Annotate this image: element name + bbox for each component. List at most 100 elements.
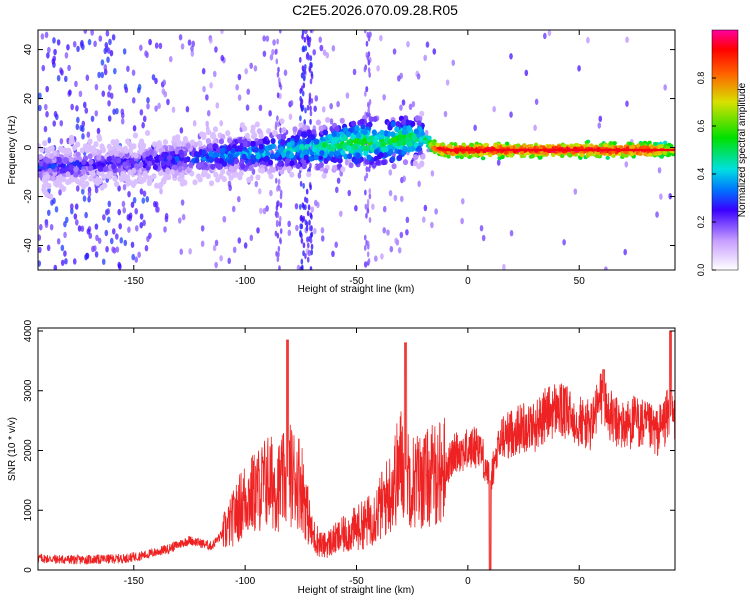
spectral-speckle [345,92,350,99]
spectral-speckle [142,115,147,123]
spectral-speckle [335,186,339,194]
spectral-speckle [331,250,335,258]
spectral-speckle [386,229,390,236]
spectral-band-cell [427,136,432,141]
spectral-band-cell [413,128,420,135]
spectral-streak [363,66,367,73]
spectral-band-cell [140,176,146,183]
spectral-streak [366,207,370,214]
spectral-band-cell [404,119,411,126]
spectral-band-cell [286,166,292,173]
spectral-speckle [200,240,205,247]
spectral-band-cell [178,171,185,178]
x-tick-label: -50 [349,276,364,287]
spectral-band-cell [56,179,62,186]
spectral-band-cell [218,138,225,145]
spectral-band-cell [300,131,307,138]
spectral-band-cell [194,157,200,164]
spectral-speckle [190,50,195,57]
spectral-speckle [154,42,159,49]
spectral-speckle [46,244,51,252]
spectral-band-cell [493,143,498,148]
spectral-speckle [374,255,378,262]
spectral-speckle [271,48,275,56]
spectral-speckle [70,207,74,215]
spectral-streak [274,177,278,184]
spectral-streak [308,65,312,72]
spectral-band-cell [620,153,626,158]
spectral-band-cell [372,116,378,123]
spectral-speckle [134,256,139,263]
spectral-speckle [237,237,242,244]
spectral-band-cell [87,138,93,145]
spectral-band-cell [165,160,172,167]
spectral-streak [299,223,302,230]
spectral-speckle [127,190,131,198]
spectral-speckle [54,206,59,213]
spectral-band-cell [331,130,337,137]
spectral-band-cell [628,145,634,150]
spectral-band-cell [667,152,672,157]
spectral-speckle [185,106,190,113]
spectral-band-cell [154,157,160,164]
spectral-speckle [103,64,108,71]
spectral-band-cell [212,143,218,150]
spectral-streak [309,184,312,191]
spectral-streak [302,182,305,189]
spectral-speckle [75,185,80,192]
spectral-speckle [83,30,88,34]
spectral-speckle [502,263,506,270]
spectral-band-cell [46,182,52,189]
spectral-band-cell [265,151,271,158]
spectral-band-cell [114,181,120,188]
spectral-speckle [320,235,325,242]
spectral-speckle [352,68,357,76]
spectral-speckle [307,249,312,257]
spectral-speckle [107,200,112,208]
spectral-band-cell [226,169,232,176]
spectral-band-cell [210,163,216,170]
spectral-speckle [318,36,323,43]
spectral-band-cell [140,142,147,149]
spectral-speckle [59,120,64,127]
spectral-streak [274,121,278,128]
spectral-speckle [107,100,111,107]
spectral-band-cell [520,150,525,155]
spectral-speckle [394,237,398,244]
spectral-band-cell [500,155,505,160]
colorbar-frame [711,29,739,271]
spectral-speckle [181,213,186,221]
spectral-speckle [265,205,269,212]
spectral-speckle [258,104,263,112]
spectral-band-cell [306,171,312,178]
spectral-speckle [524,69,529,77]
spectral-speckle [139,213,144,220]
spectral-speckle [430,170,435,177]
spectral-band-cell [112,148,118,155]
spectral-band-cell [250,154,256,161]
spectral-speckle [397,247,402,254]
spectrogram-y-axis-label: Frequency (Hz) [7,116,18,185]
spectral-speckle [97,237,102,244]
spectral-speckle [100,59,105,66]
spectral-band-cell [327,133,333,140]
spectral-speckle [63,231,67,239]
spectral-band-cell [325,116,331,123]
spectral-streak [275,204,279,211]
spectral-speckle [63,250,67,257]
spectral-band-cell [208,180,215,187]
spectral-speckle [130,241,135,248]
spectral-band-cell [294,146,300,153]
spectral-speckle [406,41,410,48]
spectral-speckle [249,234,254,242]
spectral-streak [365,212,368,219]
spectral-streak [276,92,280,99]
spectral-speckle [94,186,99,194]
spectral-streak [365,86,369,93]
spectral-band-cell [334,125,340,132]
spectral-band-cell [391,163,397,170]
spectral-speckle [401,99,406,106]
spectral-band-cell [147,160,153,167]
spectral-streak [309,232,313,239]
spectral-speckle [297,172,302,179]
